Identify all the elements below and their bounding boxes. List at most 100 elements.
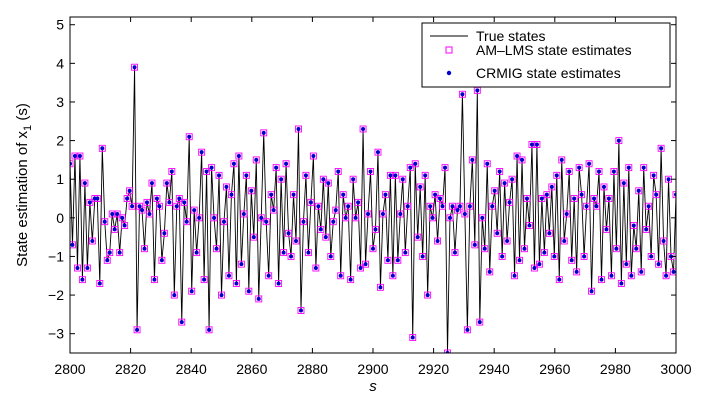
crmig-point <box>522 246 527 251</box>
am-lms-point <box>622 260 630 268</box>
am-lms-point <box>555 276 563 284</box>
am-lms-point <box>493 229 501 237</box>
am-lms-point <box>612 245 620 253</box>
x-tick-label: 2960 <box>539 361 570 377</box>
am-lms-point <box>349 175 357 183</box>
x-tick-label: 2920 <box>418 361 449 377</box>
am-lms-point <box>396 210 404 218</box>
crmig-point <box>490 204 495 209</box>
crmig-point <box>154 196 159 201</box>
am-lms-point <box>295 125 302 133</box>
am-lms-point <box>252 156 260 164</box>
crmig-point <box>455 208 460 213</box>
crmig-point <box>149 181 154 186</box>
crmig-point <box>614 246 619 251</box>
crmig-point <box>219 293 224 298</box>
crmig-point <box>172 293 177 298</box>
am-lms-point <box>486 268 494 276</box>
legend-am-lms-label: AM–LMS state estimates <box>476 42 632 58</box>
am-lms-point <box>642 225 650 233</box>
crmig-point <box>229 192 234 197</box>
am-lms-point <box>247 187 255 195</box>
x-tick-label: 3000 <box>660 361 691 377</box>
crmig-point <box>400 177 405 182</box>
am-lms-point <box>526 222 533 230</box>
crmig-point <box>415 235 420 240</box>
am-lms-point <box>540 249 548 257</box>
x-tick-label: 2880 <box>297 361 328 377</box>
am-lms-point <box>215 171 223 179</box>
x-tick-label: 2940 <box>479 361 510 377</box>
crmig-point <box>656 262 661 267</box>
crmig-point <box>207 327 212 332</box>
am-lms-point <box>538 195 546 202</box>
crmig-point <box>487 269 492 274</box>
crmig-point <box>75 266 80 271</box>
am-lms-point <box>240 210 248 218</box>
crmig-point <box>639 269 644 274</box>
am-lms-point <box>458 90 466 98</box>
am-lms-point <box>560 237 568 245</box>
am-lms-point <box>213 245 220 253</box>
am-lms-point <box>116 249 124 257</box>
am-lms-point <box>307 198 315 206</box>
am-lms-point <box>332 206 340 214</box>
crmig-point <box>584 204 589 209</box>
am-lms-point <box>131 63 139 71</box>
crmig-point <box>323 235 328 240</box>
crmig-point <box>179 320 184 325</box>
x-tick-label: 2860 <box>236 361 267 377</box>
legend-box <box>421 22 671 88</box>
crmig-point <box>425 293 430 298</box>
crmig-point <box>564 211 569 216</box>
am-lms-point <box>354 198 362 206</box>
crmig-point <box>492 188 497 193</box>
crmig-point <box>601 184 606 189</box>
am-lms-point <box>230 160 238 168</box>
am-lms-point <box>548 183 556 191</box>
crmig-point <box>532 266 537 271</box>
crmig-point <box>587 161 592 166</box>
y-tick-label: 1 <box>56 171 64 187</box>
am-lms-point <box>518 156 526 164</box>
am-lms-point <box>511 272 519 280</box>
am-lms-point <box>468 156 476 164</box>
y-axis: −3 −2 −1 0 1 2 3 4 5 <box>48 17 676 342</box>
crmig-point <box>192 208 197 213</box>
crmig-point <box>572 196 577 201</box>
am-lms-point <box>73 264 81 272</box>
am-lms-point <box>617 280 625 287</box>
y-tick-label: 0 <box>56 210 64 226</box>
crmig-point <box>236 154 241 159</box>
am-lms-point <box>153 195 161 202</box>
am-lms-point <box>309 152 317 160</box>
crmig-point <box>356 200 361 205</box>
x-axis: 2800 2820 2840 2860 2880 2900 2920 2940 2960 2980… <box>54 17 692 377</box>
crmig-point <box>430 215 435 220</box>
crmig-point <box>261 130 266 135</box>
am-lms-point <box>347 276 355 284</box>
crmig-point <box>582 254 587 259</box>
am-lms-point <box>165 198 173 206</box>
crmig-point <box>390 273 395 278</box>
crmig-point <box>554 173 559 178</box>
am-lms-point <box>439 202 446 210</box>
crmig-point <box>616 138 621 143</box>
crmig-point <box>221 219 226 224</box>
am-lms-point <box>374 148 382 156</box>
crmig-point <box>579 192 584 197</box>
am-lms-point <box>275 280 283 287</box>
am-lms-point <box>83 264 91 272</box>
am-lms-point <box>123 195 131 202</box>
am-lms-point <box>431 191 439 199</box>
am-lms-point <box>111 225 119 233</box>
crmig-point <box>286 231 291 236</box>
crmig-point <box>547 231 552 236</box>
am-lms-point <box>185 133 193 141</box>
crmig-point <box>308 200 313 205</box>
am-lms-point <box>158 256 166 264</box>
am-lms-point <box>640 164 648 172</box>
am-lms-point <box>198 148 206 156</box>
x-tick-label: 2980 <box>600 361 631 377</box>
crmig-point <box>634 246 639 251</box>
